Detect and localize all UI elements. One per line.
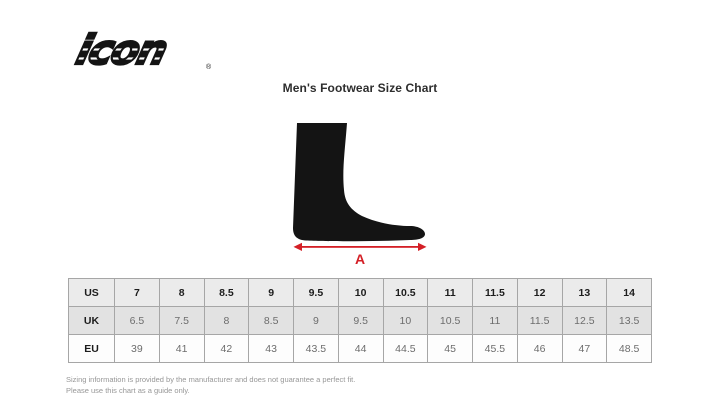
dimension-label-a: A: [355, 251, 365, 267]
size-cell: 13.5: [606, 306, 652, 335]
size-row-label: UK: [68, 306, 115, 335]
size-cell: 48.5: [606, 334, 652, 363]
size-cell: 12: [516, 278, 563, 307]
size-cell: 10: [382, 306, 429, 335]
size-row-label: EU: [68, 334, 115, 363]
size-cell: 39: [114, 334, 160, 363]
icon-logo-graphic: icon ®: [70, 24, 212, 74]
icon-logo-text: icon: [72, 26, 172, 72]
icon-brand-logo: icon ®: [68, 24, 216, 74]
size-cell: 13: [561, 278, 608, 307]
foot-measurement-figure: A: [278, 110, 442, 272]
size-cell: 8.5: [248, 306, 294, 335]
sizing-disclaimer: Sizing information is provided by the ma…: [66, 374, 486, 397]
size-cell: 45.5: [472, 334, 518, 363]
size-cell: 9.5: [293, 278, 339, 307]
size-cell: 41: [158, 334, 205, 363]
size-cell: 6.5: [114, 306, 160, 335]
size-cell: 43: [248, 334, 294, 363]
size-cell: 11.5: [472, 278, 518, 307]
size-conversion-table: US 7 8 8.5 9 9.5 10 10.5 11 11.5 12 13 14 UK 6.5 7.5 8 8.…: [68, 278, 652, 363]
size-cell: 46: [516, 334, 563, 363]
size-cell: 7: [114, 278, 160, 307]
size-cell: 9: [293, 306, 339, 335]
size-cell: 11: [427, 278, 473, 307]
size-cell: 44.5: [382, 334, 429, 363]
size-row-us: US 7 8 8.5 9 9.5 10 10.5 11 11.5 12 13 14: [68, 278, 652, 307]
size-cell: 45: [427, 334, 473, 363]
page-title: Men's Footwear Size Chart: [282, 81, 438, 95]
size-cell: 10: [337, 278, 384, 307]
foot-figure-graphic: A: [293, 123, 427, 267]
size-cell: 10.5: [382, 278, 429, 307]
size-cell: 8: [158, 278, 205, 307]
size-cell: 44: [337, 334, 384, 363]
size-cell: 10.5: [427, 306, 473, 335]
size-cell: 9: [248, 278, 294, 307]
foot-silhouette: [293, 123, 425, 242]
size-cell: 42: [203, 334, 250, 363]
dimension-arrow: [293, 242, 427, 251]
disclaimer-line-2: Please use this chart as a guide only.: [66, 386, 190, 396]
registered-trademark-icon: ®: [206, 63, 212, 71]
size-row-uk: UK 6.5 7.5 8 8.5 9 9.5 10 10.5 11 11.5 12.5 13.5: [68, 306, 652, 335]
size-row-label: US: [68, 278, 115, 307]
size-cell: 8.5: [203, 278, 250, 307]
size-row-eu: EU 39 41 42 43 43.5 44 44.5 45 45.5 46 47 48.5: [68, 334, 652, 363]
size-cell: 12.5: [561, 306, 608, 335]
size-cell: 47: [561, 334, 608, 363]
size-table-body: US 7 8 8.5 9 9.5 10 10.5 11 11.5 12 13 14 UK 6.5 7.5 8 8.…: [68, 278, 652, 363]
disclaimer-line-1: Sizing information is provided by the ma…: [66, 375, 356, 384]
size-cell: 14: [606, 278, 652, 307]
size-cell: 9.5: [337, 306, 384, 335]
size-cell: 8: [203, 306, 250, 335]
size-cell: 11.5: [516, 306, 563, 335]
size-cell: 7.5: [158, 306, 205, 335]
size-cell: 11: [472, 306, 518, 335]
size-cell: 43.5: [293, 334, 339, 363]
